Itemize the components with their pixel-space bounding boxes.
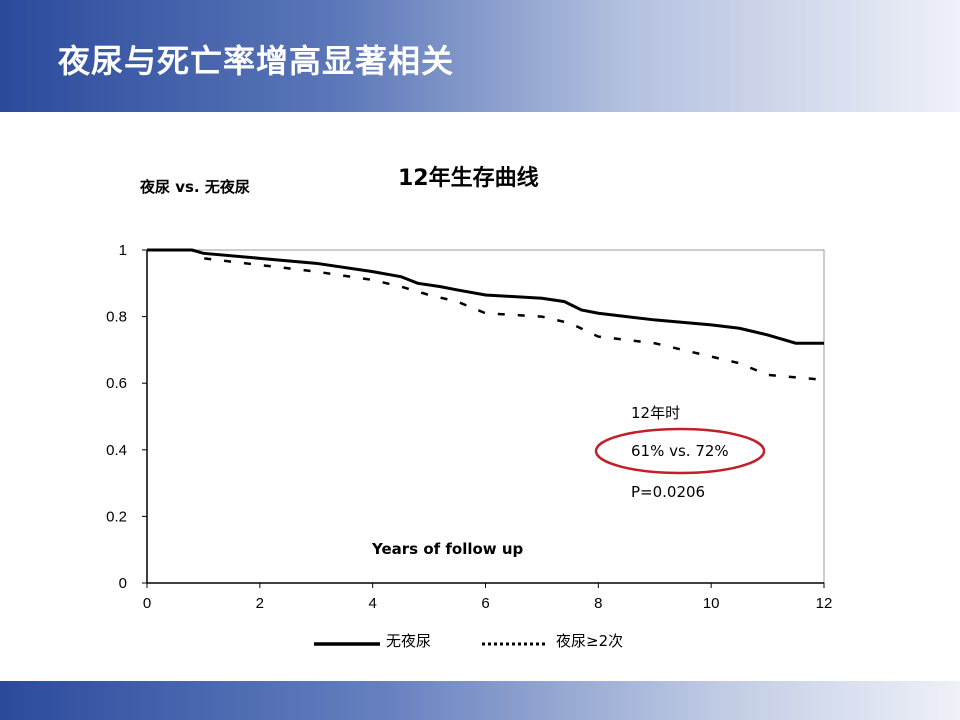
y-tick-label: 0.6 [106,375,127,392]
annotation-pvalue: P=0.0206 [631,483,706,501]
y-tick-label: 1 [119,242,127,259]
x-tick-label: 10 [703,595,720,612]
chart-title: 12年生存曲线 [398,166,539,191]
x-tick-label: 0 [143,595,151,612]
highlight-ellipse [594,427,766,475]
y-tick-label: 0.2 [106,508,127,525]
x-tick-label: 2 [256,595,264,612]
x-axis-label: Years of follow up [372,540,524,558]
slide-title: 夜尿与死亡率增高显著相关 [58,42,455,80]
series-line-no-nocturia [147,248,824,345]
y-tick-label: 0.4 [106,442,127,459]
x-tick-label: 4 [368,595,376,612]
annotation-year: 12年时 [631,404,681,422]
header-banner: 夜尿与死亡率增高显著相关 [0,0,960,112]
y-tick-label: 0.8 [106,309,127,326]
series-line-nocturia [147,248,825,382]
plot-frame [146,249,825,584]
legend-label-solid: 无夜尿 [386,632,432,650]
footer-banner [0,681,960,720]
x-tick-label: 12 [816,595,833,612]
x-tick-label: 8 [594,595,602,612]
legend-label-dashed: 夜尿≥2次 [556,632,624,650]
annotation-rates: 61% vs. 72% [631,442,729,460]
chart-subtitle: 夜尿 vs. 无夜尿 [140,178,250,196]
x-tick-label: 6 [481,595,489,612]
y-tick-label: 0 [119,575,127,592]
